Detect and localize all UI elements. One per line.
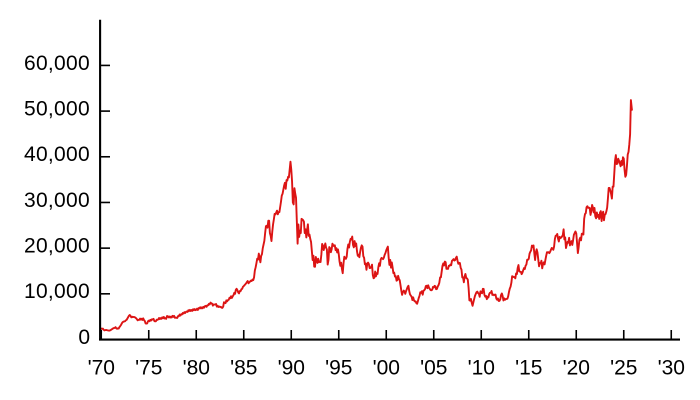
svg-text:'25: '25: [610, 357, 637, 380]
svg-text:0: 0: [78, 326, 90, 349]
svg-text:'85: '85: [230, 357, 257, 380]
svg-text:'90: '90: [278, 357, 305, 380]
svg-text:'80: '80: [183, 357, 210, 380]
svg-text:40,000: 40,000: [24, 143, 90, 166]
svg-text:10,000: 10,000: [24, 280, 90, 303]
svg-text:60,000: 60,000: [24, 52, 90, 75]
svg-text:'10: '10: [468, 357, 495, 380]
svg-text:50,000: 50,000: [24, 98, 90, 121]
svg-text:'20: '20: [563, 357, 590, 380]
svg-text:'30: '30: [658, 357, 685, 380]
svg-text:'75: '75: [135, 357, 162, 380]
svg-text:20,000: 20,000: [24, 235, 90, 258]
svg-text:'15: '15: [515, 357, 542, 380]
svg-text:'05: '05: [420, 357, 447, 380]
svg-text:30,000: 30,000: [24, 189, 90, 212]
svg-text:'95: '95: [325, 357, 352, 380]
svg-text:'00: '00: [373, 357, 400, 380]
svg-text:'70: '70: [88, 357, 115, 380]
